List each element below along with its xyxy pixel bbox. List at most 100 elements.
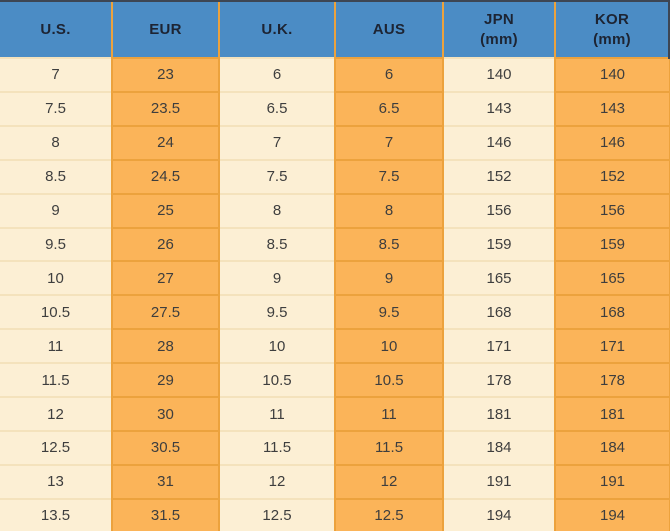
column-header-uk: U.K.: [218, 0, 335, 58]
cell-kor: 191: [554, 463, 670, 499]
cell-jpn: 156: [442, 192, 555, 228]
cell-aus: 6.5: [334, 90, 443, 126]
cell-aus: 7.5: [334, 158, 443, 194]
table-row: 10 27 9 9 165 165: [0, 260, 670, 296]
cell-us: 8: [0, 124, 112, 160]
cell-aus: 8.5: [334, 226, 443, 262]
cell-eur: 31: [111, 463, 219, 499]
table-row: 12 30 11 11 181 181: [0, 396, 670, 431]
cell-uk: 12: [218, 463, 335, 499]
cell-jpn: 140: [442, 57, 555, 92]
cell-eur: 23.5: [111, 90, 219, 126]
cell-jpn: 152: [442, 158, 555, 194]
cell-kor: 143: [554, 90, 670, 126]
cell-jpn: 191: [442, 463, 555, 499]
cell-uk: 10: [218, 328, 335, 364]
cell-eur: 30: [111, 396, 219, 431]
cell-uk: 11: [218, 396, 335, 431]
cell-kor: 181: [554, 396, 670, 431]
table-row: 11 28 10 10 171 171: [0, 328, 670, 364]
cell-kor: 178: [554, 362, 670, 398]
table-row: 7 23 6 6 140 140: [0, 57, 670, 92]
cell-aus: 9.5: [334, 294, 443, 330]
cell-jpn: 143: [442, 90, 555, 126]
cell-us: 13: [0, 463, 112, 499]
cell-aus: 7: [334, 124, 443, 160]
cell-uk: 9: [218, 260, 335, 296]
cell-kor: 165: [554, 260, 670, 296]
cell-eur: 25: [111, 192, 219, 228]
column-header-kor: KOR (mm): [554, 0, 670, 58]
cell-aus: 11: [334, 396, 443, 431]
cell-us: 12: [0, 396, 112, 431]
cell-aus: 10: [334, 328, 443, 364]
column-header-aus: AUS: [334, 0, 443, 58]
table-row: 13.5 31.5 12.5 12.5 194 194: [0, 497, 670, 531]
table-row: 10.5 27.5 9.5 9.5 168 168: [0, 294, 670, 330]
cell-aus: 12: [334, 463, 443, 499]
cell-kor: 194: [554, 497, 670, 531]
cell-eur: 23: [111, 57, 219, 92]
cell-jpn: 184: [442, 429, 555, 465]
column-label: KOR: [594, 10, 630, 28]
cell-aus: 6: [334, 57, 443, 92]
cell-eur: 28: [111, 328, 219, 364]
cell-jpn: 159: [442, 226, 555, 262]
cell-kor: 168: [554, 294, 670, 330]
cell-uk: 8: [218, 192, 335, 228]
column-sublabel: (mm): [480, 30, 518, 48]
cell-eur: 26: [111, 226, 219, 262]
cell-uk: 9.5: [218, 294, 335, 330]
column-label: AUS: [372, 20, 406, 38]
cell-aus: 11.5: [334, 429, 443, 465]
cell-eur: 27.5: [111, 294, 219, 330]
cell-kor: 171: [554, 328, 670, 364]
column-header-us: U.S.: [0, 0, 112, 58]
cell-kor: 159: [554, 226, 670, 262]
cell-kor: 140: [554, 57, 670, 92]
cell-uk: 11.5: [218, 429, 335, 465]
table-row: 7.5 23.5 6.5 6.5 143 143: [0, 90, 670, 126]
cell-kor: 156: [554, 192, 670, 228]
cell-jpn: 171: [442, 328, 555, 364]
cell-jpn: 178: [442, 362, 555, 398]
cell-us: 13.5: [0, 497, 112, 531]
cell-eur: 29: [111, 362, 219, 398]
cell-eur: 31.5: [111, 497, 219, 531]
table-row: 8.5 24.5 7.5 7.5 152 152: [0, 158, 670, 194]
cell-us: 11.5: [0, 362, 112, 398]
cell-kor: 152: [554, 158, 670, 194]
cell-uk: 6: [218, 57, 335, 92]
cell-kor: 146: [554, 124, 670, 160]
table-row: 8 24 7 7 146 146: [0, 124, 670, 160]
cell-us: 7: [0, 57, 112, 92]
cell-aus: 10.5: [334, 362, 443, 398]
column-label: U.S.: [40, 20, 71, 38]
cell-eur: 24.5: [111, 158, 219, 194]
cell-uk: 8.5: [218, 226, 335, 262]
column-header-jpn: JPN (mm): [442, 0, 555, 58]
table-row: 9.5 26 8.5 8.5 159 159: [0, 226, 670, 262]
cell-jpn: 168: [442, 294, 555, 330]
cell-uk: 7: [218, 124, 335, 160]
cell-aus: 9: [334, 260, 443, 296]
table-row: 13 31 12 12 191 191: [0, 463, 670, 499]
cell-us: 11: [0, 328, 112, 364]
table-row: 11.5 29 10.5 10.5 178 178: [0, 362, 670, 398]
cell-us: 12.5: [0, 429, 112, 465]
cell-us: 9: [0, 192, 112, 228]
cell-eur: 27: [111, 260, 219, 296]
header-row: U.S. EUR U.K. AUS JPN (mm) KOR (mm): [0, 0, 670, 58]
cell-kor: 184: [554, 429, 670, 465]
table-row: 9 25 8 8 156 156: [0, 192, 670, 228]
cell-uk: 7.5: [218, 158, 335, 194]
cell-jpn: 146: [442, 124, 555, 160]
cell-aus: 8: [334, 192, 443, 228]
cell-eur: 30.5: [111, 429, 219, 465]
cell-us: 9.5: [0, 226, 112, 262]
cell-uk: 6.5: [218, 90, 335, 126]
cell-uk: 12.5: [218, 497, 335, 531]
table-row: 12.5 30.5 11.5 11.5 184 184: [0, 429, 670, 465]
column-sublabel: (mm): [593, 30, 631, 48]
cell-jpn: 194: [442, 497, 555, 531]
